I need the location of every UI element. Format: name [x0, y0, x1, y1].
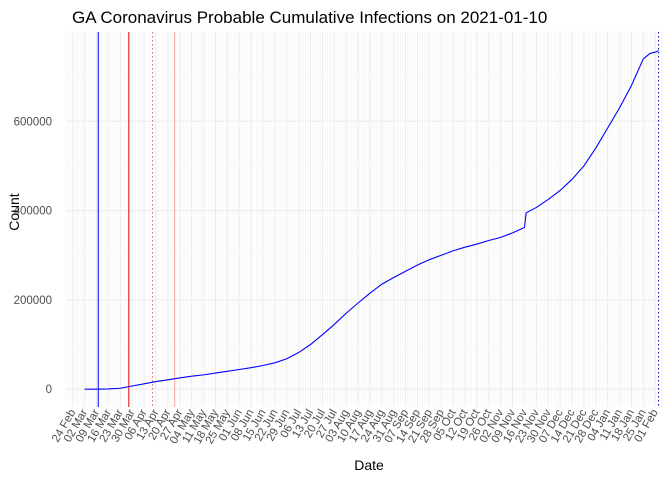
chart-title: GA Coronavirus Probable Cumulative Infec… — [72, 8, 547, 27]
reference-lines — [97, 32, 660, 407]
y-axis-title: Count — [6, 193, 22, 230]
y-tick-label: 0 — [46, 384, 52, 396]
gridlines — [65, 31, 663, 407]
x-axis-title: Date — [354, 457, 384, 473]
y-tick-label: 200000 — [14, 295, 52, 307]
series-lines — [84, 50, 659, 390]
y-tick-label: 600000 — [14, 116, 52, 128]
y-tick-labels: 0 200000 400000 600000 — [14, 116, 52, 396]
y-tick-label: 400000 — [14, 206, 52, 218]
series-line — [84, 50, 659, 390]
